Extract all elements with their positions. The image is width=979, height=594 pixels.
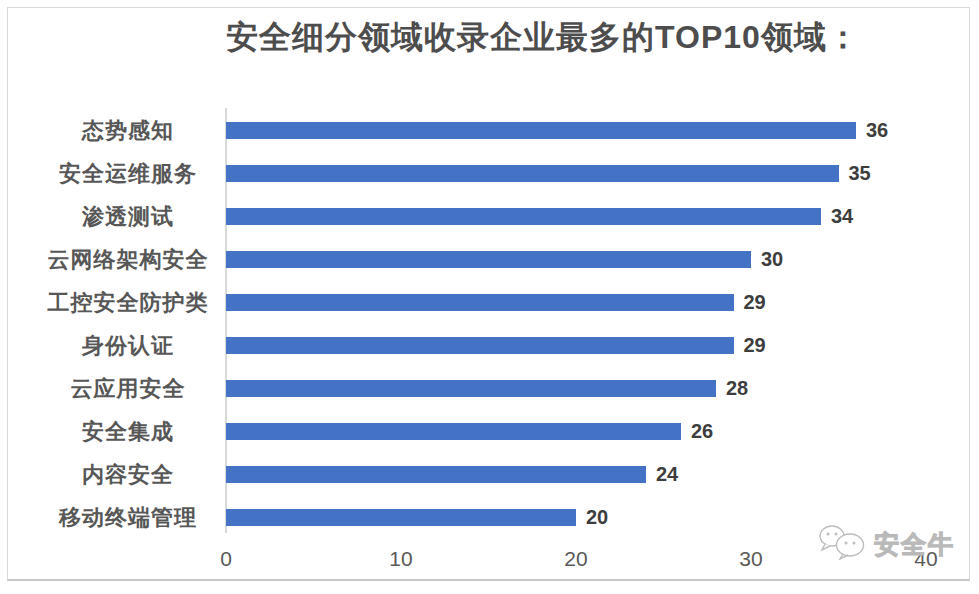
bar [226, 466, 646, 483]
bar [226, 251, 751, 268]
bar-row: 云应用安全 28 [30, 367, 926, 410]
bar-track: 29 [226, 324, 926, 367]
value-label: 26 [691, 420, 713, 443]
category-label: 工控安全防护类 [30, 288, 226, 318]
bar-track: 35 [226, 152, 926, 195]
watermark: 安全牛 [817, 524, 955, 564]
category-label: 内容安全 [30, 460, 226, 490]
bar-row: 内容安全 24 [30, 453, 926, 496]
bar-track: 30 [226, 238, 926, 281]
x-tick-label: 10 [389, 547, 412, 571]
bar [226, 509, 576, 526]
bar [226, 294, 734, 311]
value-label: 34 [831, 205, 853, 228]
wechat-icon [817, 524, 869, 564]
bar [226, 165, 839, 182]
value-label: 20 [586, 506, 608, 529]
bar-track: 34 [226, 195, 926, 238]
bar-row: 移动终端管理 20 [30, 496, 926, 539]
category-label: 云网络架构安全 [30, 245, 226, 275]
bar-track: 26 [226, 410, 926, 453]
value-label: 30 [761, 248, 783, 271]
bar-row: 工控安全防护类 29 [30, 281, 926, 324]
bar [226, 122, 856, 139]
x-tick-label: 20 [564, 547, 587, 571]
bar-row: 态势感知 36 [30, 109, 926, 152]
category-label: 云应用安全 [30, 374, 226, 404]
bar-row: 身份认证 29 [30, 324, 926, 367]
value-label: 24 [656, 463, 678, 486]
bar-row: 安全运维服务 35 [30, 152, 926, 195]
value-label: 36 [866, 119, 888, 142]
category-label: 态势感知 [30, 116, 226, 146]
category-label: 安全集成 [30, 417, 226, 447]
category-label: 渗透测试 [30, 202, 226, 232]
chart-title: 安全细分领域收录企业最多的TOP10领域： [226, 16, 860, 60]
bar-track: 29 [226, 281, 926, 324]
bar-track: 28 [226, 367, 926, 410]
plot-area: 态势感知 36 安全运维服务 35 渗透测试 34 云网络架构安全 30 工控安… [30, 109, 926, 539]
bar-row: 渗透测试 34 [30, 195, 926, 238]
bar [226, 337, 734, 354]
category-label: 身份认证 [30, 331, 226, 361]
bar-track: 24 [226, 453, 926, 496]
value-label: 29 [744, 291, 766, 314]
category-label: 移动终端管理 [30, 503, 226, 533]
category-label: 安全运维服务 [30, 159, 226, 189]
bar [226, 380, 716, 397]
bar-row: 云网络架构安全 30 [30, 238, 926, 281]
value-label: 28 [726, 377, 748, 400]
x-tick-label: 30 [739, 547, 762, 571]
bar-row: 安全集成 26 [30, 410, 926, 453]
x-tick-label: 0 [220, 547, 232, 571]
watermark-text: 安全牛 [874, 528, 955, 561]
bar [226, 208, 821, 225]
bar [226, 423, 681, 440]
value-label: 29 [744, 334, 766, 357]
bar-track: 36 [226, 109, 926, 152]
value-label: 35 [849, 162, 871, 185]
